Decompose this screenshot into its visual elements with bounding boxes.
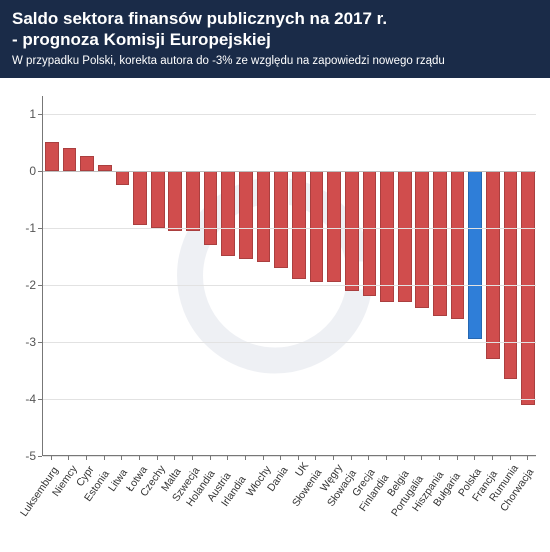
y-tick-mark — [38, 228, 42, 229]
x-tick-mark — [474, 456, 475, 460]
grid-line — [43, 456, 536, 457]
y-tick-mark — [38, 285, 42, 286]
y-tick-label: -3 — [0, 335, 36, 349]
x-tick-mark — [368, 456, 369, 460]
x-tick-mark — [492, 456, 493, 460]
x-tick-mark — [527, 456, 528, 460]
title-line-2: - prognoza Komisji Europejskiej — [12, 30, 271, 49]
x-tick-mark — [421, 456, 422, 460]
grid-line — [43, 228, 536, 229]
bar — [327, 171, 341, 282]
bar — [486, 171, 500, 360]
y-tick-label: -2 — [0, 278, 36, 292]
bar — [433, 171, 447, 317]
bar — [116, 171, 130, 185]
x-tick-mark — [174, 456, 175, 460]
bar — [504, 171, 518, 380]
bar — [63, 148, 77, 171]
x-tick-mark — [68, 456, 69, 460]
x-tick-mark — [51, 456, 52, 460]
x-tick-mark — [298, 456, 299, 460]
bar — [239, 171, 253, 260]
x-tick-mark — [263, 456, 264, 460]
chart-subtitle: W przypadku Polski, korekta autora do -3… — [12, 54, 538, 69]
x-tick-label: Litwa — [106, 467, 130, 494]
bar — [257, 171, 271, 262]
x-tick-mark — [510, 456, 511, 460]
grid-line — [43, 399, 536, 400]
chart-header: Saldo sektora finansów publicznych na 20… — [0, 0, 550, 78]
bars-container — [43, 96, 536, 455]
bar — [133, 171, 147, 225]
bar — [151, 171, 165, 228]
bar — [186, 171, 200, 231]
y-tick-mark — [38, 342, 42, 343]
x-tick-mark — [104, 456, 105, 460]
x-tick-mark — [139, 456, 140, 460]
x-tick-mark — [351, 456, 352, 460]
x-tick-mark — [245, 456, 246, 460]
x-tick-mark — [157, 456, 158, 460]
x-tick-mark — [333, 456, 334, 460]
grid-line — [43, 285, 536, 286]
bar — [80, 156, 94, 170]
y-tick-label: 1 — [0, 107, 36, 121]
bar — [468, 171, 482, 340]
bar — [310, 171, 324, 282]
y-tick-mark — [38, 399, 42, 400]
y-tick-mark — [38, 456, 42, 457]
y-tick-label: -4 — [0, 392, 36, 406]
chart-area: -5-4-3-2-101LuksemburgNiemcyCyprEstoniaL… — [0, 78, 550, 552]
bar — [363, 171, 377, 297]
y-tick-label: -5 — [0, 449, 36, 463]
grid-line — [43, 342, 536, 343]
bar — [274, 171, 288, 268]
title-line-1: Saldo sektora finansów publicznych na 20… — [12, 9, 387, 28]
bar — [221, 171, 235, 257]
x-tick-mark — [121, 456, 122, 460]
x-tick-mark — [457, 456, 458, 460]
bar — [398, 171, 412, 302]
x-tick-mark — [386, 456, 387, 460]
y-tick-label: 0 — [0, 164, 36, 178]
bar — [521, 171, 535, 405]
bar — [45, 142, 59, 171]
x-tick-mark — [439, 456, 440, 460]
chart-title: Saldo sektora finansów publicznych na 20… — [12, 8, 538, 51]
x-tick-mark — [227, 456, 228, 460]
zero-line — [43, 171, 536, 172]
bar — [345, 171, 359, 291]
x-tick-mark — [315, 456, 316, 460]
plot-region — [42, 96, 536, 456]
y-tick-mark — [38, 171, 42, 172]
x-tick-mark — [280, 456, 281, 460]
bar — [204, 171, 218, 245]
y-tick-mark — [38, 114, 42, 115]
x-tick-mark — [86, 456, 87, 460]
bar — [168, 171, 182, 231]
grid-line — [43, 114, 536, 115]
bar — [415, 171, 429, 308]
bar — [292, 171, 306, 280]
bar — [380, 171, 394, 302]
x-tick-mark — [404, 456, 405, 460]
x-tick-mark — [210, 456, 211, 460]
y-tick-label: -1 — [0, 221, 36, 235]
bar — [451, 171, 465, 320]
x-tick-mark — [192, 456, 193, 460]
